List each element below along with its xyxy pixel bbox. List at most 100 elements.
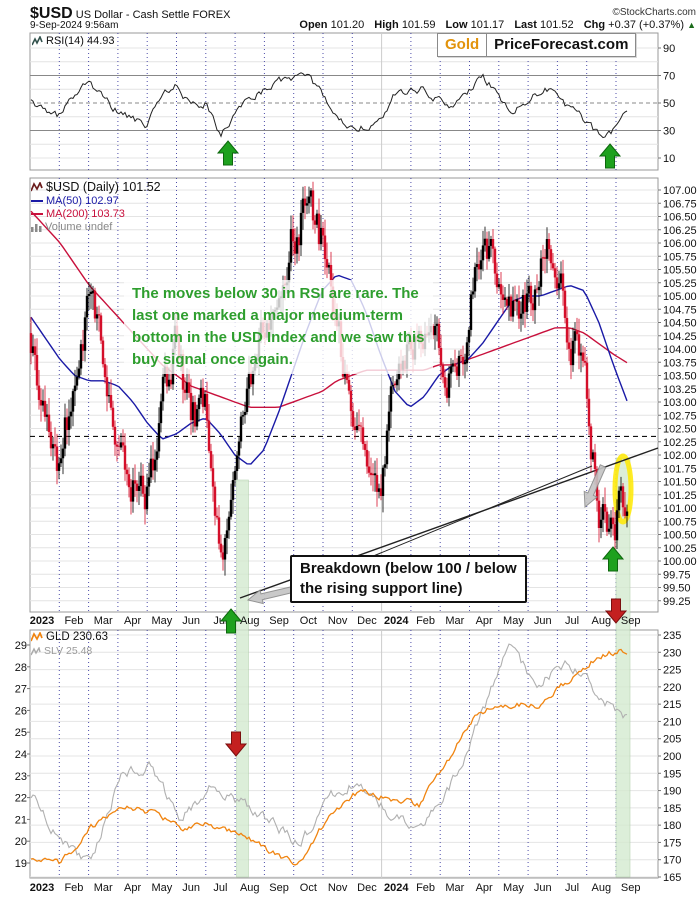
svg-text:Mar: Mar xyxy=(445,615,464,627)
svg-text:2023: 2023 xyxy=(30,615,54,627)
badge-site-link[interactable]: PriceForecast.com xyxy=(494,36,629,53)
svg-text:104.25: 104.25 xyxy=(663,331,697,343)
svg-text:101.25: 101.25 xyxy=(663,490,697,502)
svg-text:180: 180 xyxy=(663,820,681,832)
ma50-line-icon xyxy=(31,200,43,202)
svg-text:106.50: 106.50 xyxy=(663,212,697,224)
svg-text:Jun: Jun xyxy=(534,615,552,627)
svg-text:107.00: 107.00 xyxy=(663,185,697,197)
svg-text:100.75: 100.75 xyxy=(663,516,697,528)
rsi-chart-icon xyxy=(32,36,43,46)
svg-text:Jul: Jul xyxy=(565,615,579,627)
svg-text:205: 205 xyxy=(663,734,681,746)
rsi-panel xyxy=(30,72,658,139)
svg-text:103.00: 103.00 xyxy=(663,397,697,409)
svg-text:Jul: Jul xyxy=(565,882,579,894)
low-value: 101.17 xyxy=(470,19,505,31)
svg-text:Mar: Mar xyxy=(445,882,464,894)
svg-text:Nov: Nov xyxy=(328,615,348,627)
svg-text:May: May xyxy=(151,615,172,627)
svg-text:20: 20 xyxy=(15,836,27,848)
svg-text:103.25: 103.25 xyxy=(663,384,697,396)
usd-legend: $USD (Daily) 101.52 xyxy=(31,180,161,194)
svg-text:235: 235 xyxy=(663,630,681,642)
high-label: High xyxy=(374,19,399,31)
svg-text:Dec: Dec xyxy=(357,882,377,894)
svg-text:165: 165 xyxy=(663,872,681,884)
svg-text:27: 27 xyxy=(15,684,27,696)
svg-text:101.75: 101.75 xyxy=(663,463,697,475)
chg-label: Chg xyxy=(583,19,606,31)
svg-text:175: 175 xyxy=(663,837,681,849)
svg-text:Dec: Dec xyxy=(357,615,377,627)
svg-text:104.75: 104.75 xyxy=(663,304,697,316)
svg-text:Apr: Apr xyxy=(124,615,141,627)
svg-text:100.25: 100.25 xyxy=(663,543,697,555)
svg-text:195: 195 xyxy=(663,768,681,780)
svg-text:Aug: Aug xyxy=(592,882,612,894)
svg-text:105.75: 105.75 xyxy=(663,251,697,263)
highlight-bands xyxy=(236,457,631,878)
svg-text:Jun: Jun xyxy=(534,882,552,894)
svg-text:Jun: Jun xyxy=(182,882,200,894)
svg-text:105.50: 105.50 xyxy=(663,265,697,277)
svg-text:99.50: 99.50 xyxy=(663,583,691,595)
svg-text:170: 170 xyxy=(663,855,681,867)
svg-text:106.25: 106.25 xyxy=(663,225,697,237)
svg-text:102.75: 102.75 xyxy=(663,410,697,422)
svg-text:90: 90 xyxy=(663,43,675,55)
svg-text:102.50: 102.50 xyxy=(663,424,697,436)
rsi-annotation-note: The moves below 30 in RSI are rare. The … xyxy=(124,280,433,374)
breakdown-annotation-note: Breakdown (below 100 / below the rising … xyxy=(290,555,527,603)
svg-text:230: 230 xyxy=(663,647,681,659)
month-gridlines xyxy=(58,33,617,878)
svg-text:Aug: Aug xyxy=(592,615,612,627)
svg-text:103.50: 103.50 xyxy=(663,371,697,383)
svg-text:26: 26 xyxy=(15,705,27,717)
svg-text:Apr: Apr xyxy=(124,882,141,894)
svg-text:2024: 2024 xyxy=(384,882,409,894)
svg-text:Feb: Feb xyxy=(64,882,83,894)
svg-text:10: 10 xyxy=(663,153,675,165)
svg-text:185: 185 xyxy=(663,803,681,815)
svg-text:Jun: Jun xyxy=(182,615,200,627)
callout-lines xyxy=(246,464,607,605)
svg-text:Oct: Oct xyxy=(300,615,317,627)
svg-text:50: 50 xyxy=(663,98,675,110)
badge-gold-label: Gold xyxy=(438,34,488,56)
svg-text:102.00: 102.00 xyxy=(663,450,697,462)
symbol-label: $USD xyxy=(30,5,73,22)
svg-text:Sep: Sep xyxy=(621,615,641,627)
gld-slv-panel xyxy=(30,643,628,866)
svg-text:210: 210 xyxy=(663,716,681,728)
usd-chart-icon xyxy=(31,182,43,192)
svg-text:28: 28 xyxy=(15,662,27,674)
svg-text:Sep: Sep xyxy=(269,882,289,894)
signal-arrows xyxy=(216,140,628,757)
symbol-description: US Dollar - Cash Settle FOREX xyxy=(75,9,231,21)
low-label: Low xyxy=(445,19,468,31)
ma200-line-icon xyxy=(31,213,43,215)
svg-text:Sep: Sep xyxy=(269,615,289,627)
gld-chart-icon xyxy=(31,632,43,642)
slv-legend: SLV 25.48 xyxy=(31,645,92,657)
svg-text:Mar: Mar xyxy=(94,882,113,894)
svg-text:Feb: Feb xyxy=(416,615,435,627)
svg-text:2024: 2024 xyxy=(384,615,409,627)
slv-chart-icon xyxy=(31,646,41,655)
svg-text:102.25: 102.25 xyxy=(663,437,697,449)
stockcharts-credit: ©StockCharts.com xyxy=(612,7,696,18)
svg-text:Nov: Nov xyxy=(328,882,348,894)
svg-text:220: 220 xyxy=(663,682,681,694)
svg-text:24: 24 xyxy=(15,749,27,761)
svg-text:22: 22 xyxy=(15,793,27,805)
svg-text:25: 25 xyxy=(15,727,27,739)
svg-text:215: 215 xyxy=(663,699,681,711)
svg-text:2023: 2023 xyxy=(30,882,54,894)
last-value: 101.52 xyxy=(540,19,574,31)
quote-datetime: 9-Sep-2024 9:56am xyxy=(30,20,119,31)
priceforecast-badge[interactable]: Gold PriceForecast.com xyxy=(437,33,637,57)
svg-text:29: 29 xyxy=(15,640,27,652)
